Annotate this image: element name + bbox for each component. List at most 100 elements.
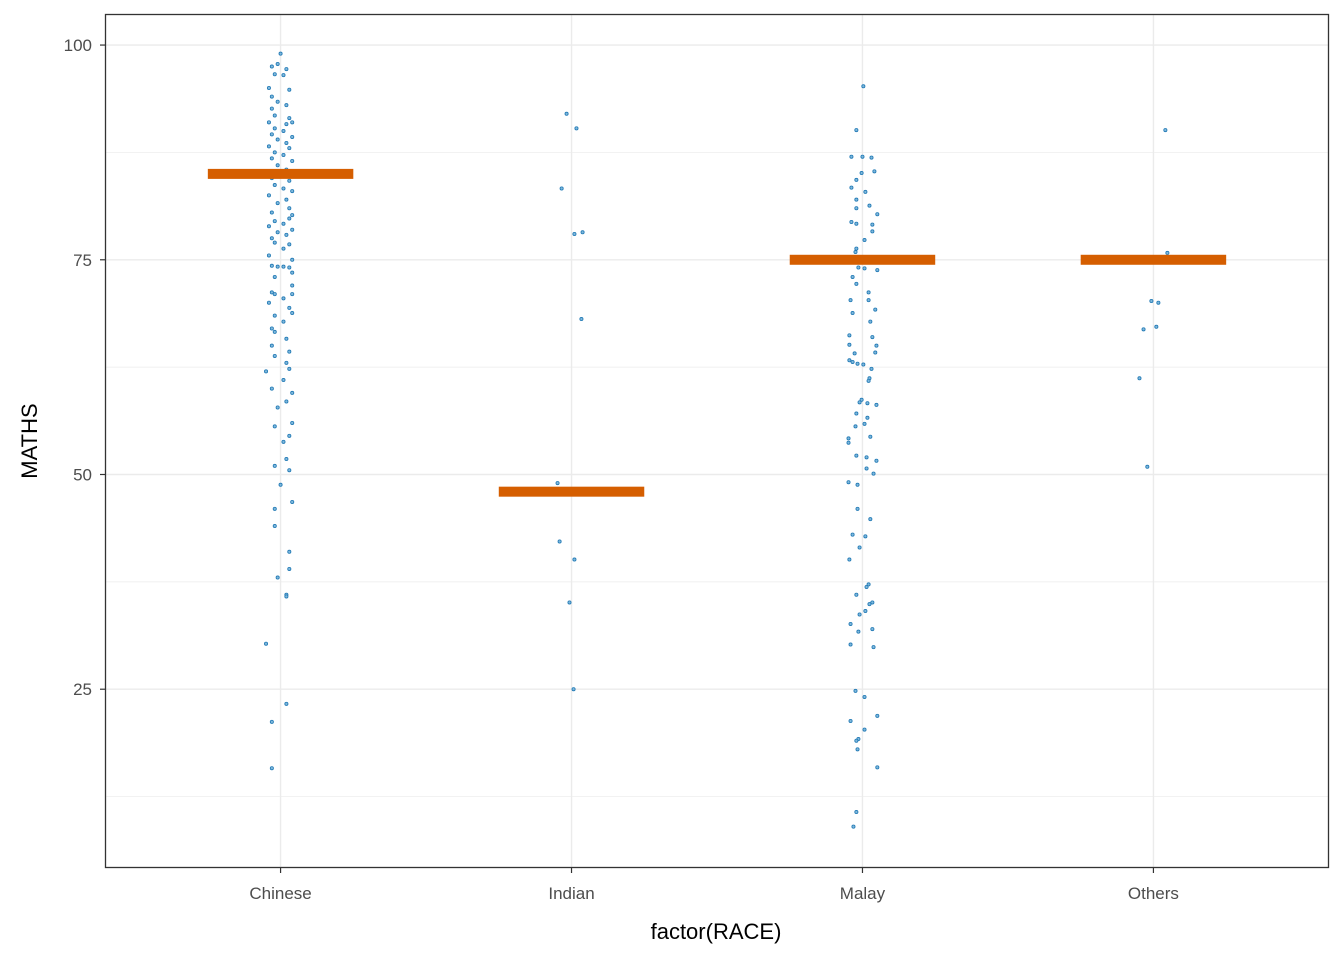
median-bar [1080, 254, 1227, 265]
data-point [853, 250, 858, 255]
data-point [1165, 250, 1170, 255]
data-point [866, 378, 871, 383]
data-point [287, 242, 292, 247]
data-point [866, 298, 871, 303]
data-point [287, 87, 292, 92]
data-point [290, 420, 295, 425]
data-point [854, 453, 859, 458]
data-point [290, 292, 295, 297]
data-point [287, 116, 292, 121]
data-point [281, 246, 286, 251]
data-point [867, 203, 872, 208]
data-point [857, 612, 862, 617]
data-point [264, 369, 269, 374]
data-point [281, 264, 286, 269]
data-point [862, 238, 867, 243]
data-point [847, 342, 852, 347]
data-point [272, 463, 277, 468]
data-point [850, 311, 855, 316]
data-point [275, 201, 280, 206]
data-point [290, 120, 295, 125]
data-point [852, 351, 857, 356]
data-point [281, 439, 286, 444]
data-point [855, 506, 860, 511]
data-point [287, 349, 292, 354]
data-point [284, 457, 289, 462]
data-point [1145, 464, 1150, 469]
data-point [272, 353, 277, 358]
data-point [873, 307, 878, 312]
data-point [284, 197, 289, 202]
data-point [284, 232, 289, 237]
data-point [290, 159, 295, 164]
x-tick-label: Indian [548, 884, 594, 903]
data-point [855, 482, 860, 487]
data-point [862, 266, 867, 271]
data-point [862, 727, 867, 732]
data-point [857, 545, 862, 550]
data-point [272, 219, 277, 224]
data-point [290, 499, 295, 504]
data-point [848, 621, 853, 626]
data-point [269, 263, 274, 268]
data-point [284, 67, 289, 72]
data-point [847, 333, 852, 338]
data-point [869, 155, 874, 160]
data-point [865, 415, 870, 420]
data-point [870, 335, 875, 340]
data-point [854, 592, 859, 597]
data-point [281, 128, 286, 133]
data-point [574, 126, 579, 131]
data-point [870, 222, 875, 227]
data-point [269, 106, 274, 111]
data-point [287, 468, 292, 473]
data-point [871, 645, 876, 650]
data-point [269, 766, 274, 771]
data-point [572, 557, 577, 562]
data-point [1154, 324, 1159, 329]
data-point [851, 824, 856, 829]
data-point [846, 480, 851, 485]
x-axis-title: factor(RACE) [651, 919, 782, 944]
data-point [1156, 300, 1161, 305]
data-point [863, 609, 868, 614]
data-point [874, 458, 879, 463]
data-point [275, 575, 280, 580]
data-point [870, 229, 875, 234]
data-point [865, 401, 870, 406]
data-point [290, 270, 295, 275]
data-point [266, 193, 271, 198]
data-point [287, 178, 292, 183]
data-point [284, 140, 289, 145]
data-point [855, 361, 860, 366]
data-point [284, 360, 289, 365]
median-bar [207, 168, 354, 179]
data-point [272, 126, 277, 131]
data-point [854, 281, 859, 286]
data-point [854, 206, 859, 211]
data-point [854, 221, 859, 226]
data-point [290, 257, 295, 262]
data-point [564, 111, 569, 116]
data-point [284, 594, 289, 599]
data-point [290, 227, 295, 232]
data-point [266, 224, 271, 229]
data-point [870, 600, 875, 605]
data-point [287, 216, 292, 221]
data-point [869, 366, 874, 371]
y-axis-title: MATHS [17, 403, 42, 478]
data-point [875, 765, 880, 770]
data-point [284, 122, 289, 127]
data-point [287, 433, 292, 438]
data-point [272, 292, 277, 297]
data-point [272, 150, 277, 155]
data-point [275, 230, 280, 235]
data-point [290, 311, 295, 316]
data-point [846, 440, 851, 445]
data-point [874, 402, 879, 407]
data-point [860, 154, 865, 159]
data-point [557, 539, 562, 544]
data-point [269, 236, 274, 241]
data-point [284, 399, 289, 404]
